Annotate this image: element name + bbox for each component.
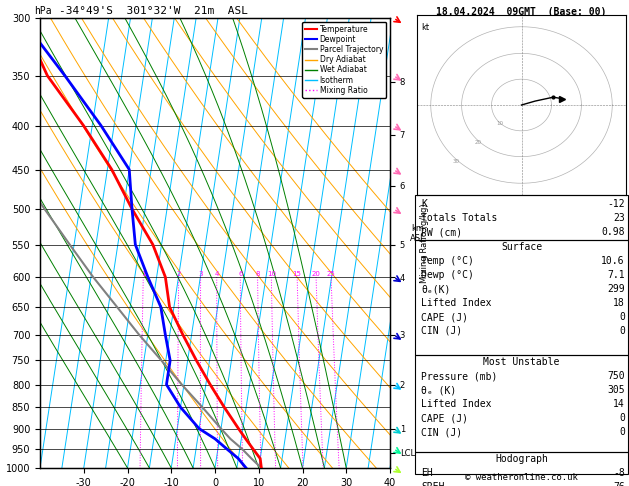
- Text: kt: kt: [421, 23, 430, 32]
- Text: 10: 10: [267, 271, 276, 277]
- Text: CAPE (J): CAPE (J): [421, 312, 468, 322]
- Text: θₑ(K): θₑ(K): [421, 284, 450, 294]
- Text: © weatheronline.co.uk: © weatheronline.co.uk: [465, 473, 578, 482]
- Text: Dewp (°C): Dewp (°C): [421, 270, 474, 280]
- Text: 0: 0: [619, 312, 625, 322]
- Text: Pressure (mb): Pressure (mb): [421, 371, 498, 381]
- Text: CAPE (J): CAPE (J): [421, 413, 468, 423]
- Text: 0: 0: [619, 326, 625, 336]
- Text: SREH: SREH: [421, 482, 445, 486]
- Text: PW (cm): PW (cm): [421, 227, 462, 237]
- Text: 0.98: 0.98: [601, 227, 625, 237]
- Text: 0: 0: [619, 427, 625, 437]
- Text: Lifted Index: Lifted Index: [421, 298, 492, 308]
- Text: hPa: hPa: [34, 5, 52, 16]
- Text: 18.04.2024  09GMT  (Base: 00): 18.04.2024 09GMT (Base: 00): [437, 7, 607, 17]
- Text: 76: 76: [613, 482, 625, 486]
- Legend: Temperature, Dewpoint, Parcel Trajectory, Dry Adiabat, Wet Adiabat, Isotherm, Mi: Temperature, Dewpoint, Parcel Trajectory…: [302, 22, 386, 98]
- Y-axis label: km
ASL: km ASL: [410, 224, 425, 243]
- Text: 14: 14: [613, 399, 625, 409]
- Text: 3: 3: [198, 271, 203, 277]
- Text: 0: 0: [619, 413, 625, 423]
- Text: 6: 6: [238, 271, 243, 277]
- Text: 8: 8: [255, 271, 260, 277]
- Text: -12: -12: [607, 199, 625, 209]
- Text: 20: 20: [475, 139, 482, 145]
- Text: 2: 2: [177, 271, 181, 277]
- Text: 15: 15: [292, 271, 301, 277]
- Text: Most Unstable: Most Unstable: [483, 357, 560, 367]
- Text: Hodograph: Hodograph: [495, 454, 548, 464]
- Text: K: K: [421, 199, 427, 209]
- Text: 750: 750: [607, 371, 625, 381]
- Text: 18: 18: [613, 298, 625, 308]
- Text: EH: EH: [421, 468, 433, 478]
- Text: θₑ (K): θₑ (K): [421, 385, 457, 395]
- Text: 20: 20: [311, 271, 321, 277]
- Text: CIN (J): CIN (J): [421, 427, 462, 437]
- Text: 10: 10: [496, 121, 503, 126]
- Text: 1: 1: [141, 271, 145, 277]
- Text: 10.6: 10.6: [601, 256, 625, 266]
- Text: 7.1: 7.1: [607, 270, 625, 280]
- Text: 30: 30: [453, 159, 460, 164]
- Text: 299: 299: [607, 284, 625, 294]
- Text: 305: 305: [607, 385, 625, 395]
- Text: 23: 23: [613, 213, 625, 223]
- Text: Surface: Surface: [501, 242, 542, 252]
- Text: Mixing Ratio (g/kg): Mixing Ratio (g/kg): [420, 203, 429, 283]
- Text: Lifted Index: Lifted Index: [421, 399, 492, 409]
- Text: Temp (°C): Temp (°C): [421, 256, 474, 266]
- Text: 25: 25: [326, 271, 335, 277]
- Text: CIN (J): CIN (J): [421, 326, 462, 336]
- Text: 4: 4: [214, 271, 219, 277]
- Text: -34°49'S  301°32'W  21m  ASL: -34°49'S 301°32'W 21m ASL: [59, 5, 248, 16]
- Text: -8: -8: [613, 468, 625, 478]
- Text: Totals Totals: Totals Totals: [421, 213, 498, 223]
